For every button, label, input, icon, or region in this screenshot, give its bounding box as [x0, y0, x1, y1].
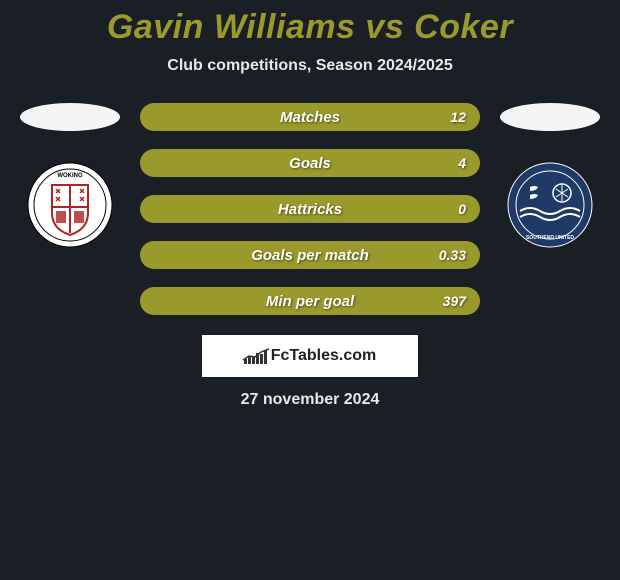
stat-right-value: 0	[458, 201, 466, 217]
stat-right-value: 12	[450, 109, 466, 125]
southend-badge-icon: SOUTHEND UNITED	[500, 161, 600, 249]
stat-bar-mpg: Min per goal 397	[140, 287, 480, 315]
stat-label: Min per goal	[266, 293, 354, 310]
svg-text:WOKING: WOKING	[57, 173, 83, 179]
stat-label: Matches	[280, 109, 340, 126]
footer-brand-text: FcTables.com	[271, 347, 377, 365]
player-left-avatar	[20, 103, 120, 131]
player-right-col: SOUTHEND UNITED	[500, 103, 600, 249]
bar-chart-icon	[244, 348, 267, 364]
stat-right-value: 4	[458, 155, 466, 171]
stat-bar-hattricks: Hattricks 0	[140, 195, 480, 223]
page-subtitle: Club competitions, Season 2024/2025	[0, 57, 620, 75]
stat-label: Goals	[289, 155, 331, 172]
player-right-badge: SOUTHEND UNITED	[500, 161, 600, 249]
stat-bar-matches: Matches 12	[140, 103, 480, 131]
woking-badge-icon: WOKING	[20, 161, 120, 249]
stat-right-value: 397	[443, 293, 466, 309]
footer-brand-box[interactable]: FcTables.com	[202, 335, 418, 377]
page-title: Gavin Williams vs Coker	[0, 8, 620, 47]
stat-bar-gpm: Goals per match 0.33	[140, 241, 480, 269]
main-row: WOKING Matches 12 Goals 4 Hattricks 0	[0, 103, 620, 315]
player-left-col: WOKING	[20, 103, 120, 249]
stats-column: Matches 12 Goals 4 Hattricks 0 Goals per…	[140, 103, 480, 315]
stat-label: Goals per match	[251, 247, 369, 264]
footer-date: 27 november 2024	[0, 391, 620, 409]
svg-text:SOUTHEND UNITED: SOUTHEND UNITED	[526, 235, 574, 241]
comparison-card: Gavin Williams vs Coker Club competition…	[0, 0, 620, 409]
player-left-badge: WOKING	[20, 161, 120, 249]
stat-right-value: 0.33	[439, 247, 466, 263]
stat-label: Hattricks	[278, 201, 342, 218]
stat-bar-goals: Goals 4	[140, 149, 480, 177]
player-right-avatar	[500, 103, 600, 131]
